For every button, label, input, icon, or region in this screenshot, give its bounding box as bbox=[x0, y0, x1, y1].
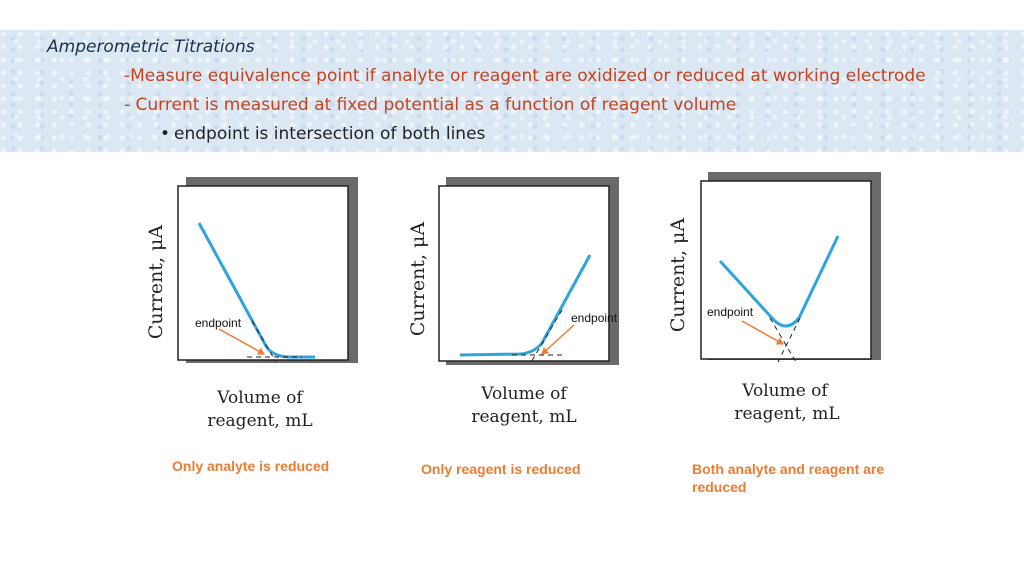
extrapolation-line-right bbox=[777, 317, 801, 363]
endpoint-label: endpoint bbox=[707, 305, 754, 319]
figure-reagent-reduced: endpoint Current, μA Volume of reagent, … bbox=[407, 177, 619, 427]
y-axis-label: Current, μA bbox=[407, 222, 429, 336]
subpoint-text: endpoint is intersection of both lines bbox=[174, 124, 486, 144]
current-curve bbox=[718, 235, 840, 328]
endpoint-arrow bbox=[218, 328, 265, 355]
y-axis-label: Current, μA bbox=[667, 218, 689, 332]
subpoint-endpoint: • endpoint is intersection of both lines bbox=[160, 124, 485, 144]
extrapolation-line bbox=[251, 320, 277, 363]
extrapolation-line bbox=[529, 309, 563, 365]
y-axis-label: Current, μA bbox=[145, 225, 167, 339]
point-equivalence: -Measure equivalence point if analyte or… bbox=[124, 66, 926, 86]
slide-heading: Amperometric Titrations bbox=[47, 37, 255, 57]
endpoint-arrow bbox=[741, 320, 784, 345]
plot-frame bbox=[177, 185, 349, 361]
caption-reagent-reduced: Only reagent is reduced bbox=[421, 461, 581, 477]
title-banner: Amperometric Titrations -Measure equival… bbox=[0, 30, 1024, 152]
endpoint-label: endpoint bbox=[195, 316, 242, 330]
caption-analyte-reduced: Only analyte is reduced bbox=[172, 458, 330, 474]
x-axis-label-line1: Volume of bbox=[216, 388, 304, 408]
x-axis-label-line1: Volume of bbox=[741, 381, 829, 401]
endpoint-label: endpoint bbox=[571, 311, 618, 325]
figure-both-reduced: endpoint Current, μA Volume of reagent, … bbox=[667, 172, 881, 424]
x-axis-label-line1: Volume of bbox=[480, 384, 568, 404]
point-current-measurement: - Current is measured at fixed potential… bbox=[124, 95, 737, 115]
plot-frame bbox=[438, 185, 610, 362]
x-axis-label-line2: reagent, mL bbox=[734, 404, 839, 424]
caption-both-reduced: Both analyte and reagent are reduced bbox=[692, 461, 885, 495]
endpoint-arrow bbox=[541, 324, 575, 355]
figure-analyte-reduced: endpoint Current, μA Volume of reagent, … bbox=[145, 177, 358, 431]
bullet-icon: • bbox=[160, 124, 171, 144]
x-axis-label-line2: reagent, mL bbox=[207, 411, 312, 431]
x-axis-label-line2: reagent, mL bbox=[471, 407, 576, 427]
